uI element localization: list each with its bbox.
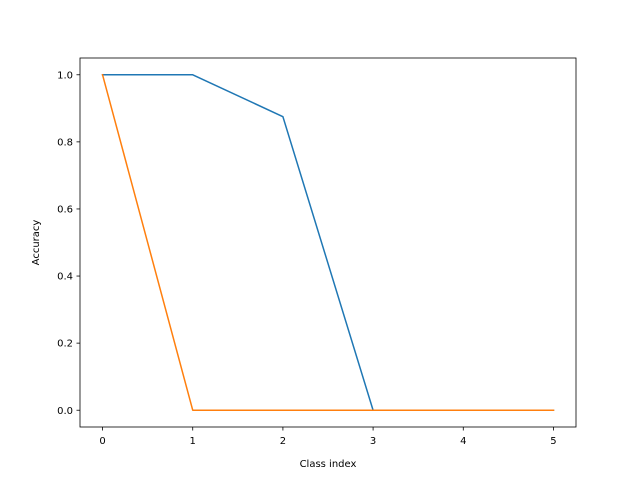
- x-axis-ticks: 0 1 2 3 4 5: [99, 427, 557, 447]
- y-tick-label: 1.0: [57, 70, 73, 81]
- x-tick-label: 5: [550, 436, 556, 447]
- x-tick-label: 1: [190, 436, 196, 447]
- x-axis-label: Class index: [300, 459, 357, 470]
- y-tick-label: 0.0: [57, 406, 73, 417]
- y-tick-label: 0.4: [57, 272, 73, 283]
- x-tick-label: 0: [99, 436, 105, 447]
- y-tick-label: 0.8: [57, 137, 73, 148]
- x-tick-label: 2: [280, 436, 286, 447]
- series-layer: [101, 73, 555, 411]
- plot-area: [80, 58, 576, 427]
- x-tick-label: 3: [370, 436, 376, 447]
- plot-frame: [79, 57, 577, 428]
- y-axis-label: Accuracy: [31, 220, 42, 266]
- series-line-2: [101, 73, 555, 411]
- y-tick-label: 0.6: [57, 205, 73, 216]
- y-axis-ticks: 0.0 0.2 0.4 0.6 0.8 1.0: [57, 70, 80, 417]
- y-tick-label: 0.2: [57, 339, 73, 350]
- x-tick-label: 4: [460, 436, 466, 447]
